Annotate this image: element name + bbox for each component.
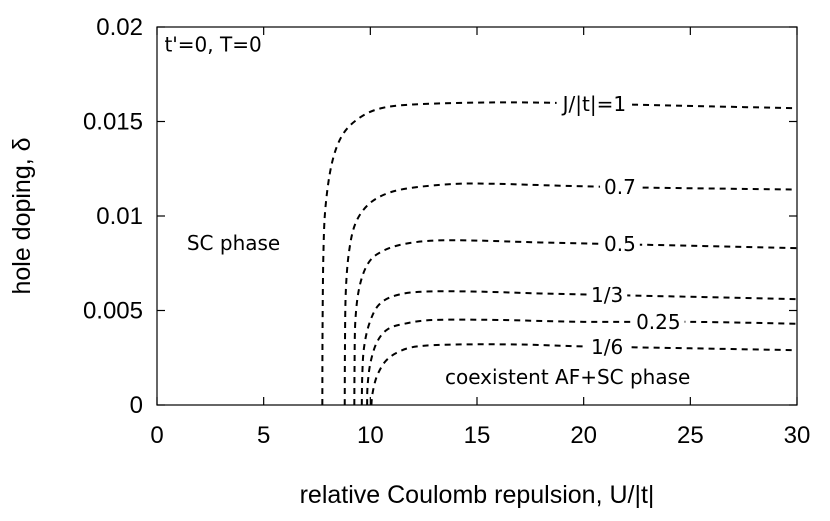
series-label: 0.5: [600, 231, 640, 258]
series-line: [343, 182, 798, 406]
series-label: 0.25: [632, 308, 685, 335]
series-label-text: J/|t|=1: [561, 92, 626, 116]
x-tick-label: 0: [150, 422, 163, 449]
series-label-bg: [600, 231, 640, 258]
chart-annotation: SC phase: [187, 231, 280, 255]
x-tick-label: 30: [784, 422, 811, 449]
x-tick-label: 20: [570, 422, 597, 449]
curve-labels: J/|t|=1 0.7 0.5 1/3 0.25 1/6: [556, 90, 685, 360]
x-tick-label: 25: [677, 422, 704, 449]
series-line: [321, 101, 798, 406]
curves: [321, 101, 798, 406]
series-label-text: 0.25: [636, 310, 681, 334]
series-label-bg: [587, 333, 628, 360]
series-label: J/|t|=1: [556, 90, 631, 117]
chart-annotation: coexistent AF+SC phase: [445, 365, 690, 389]
series-label: 1/6: [587, 333, 628, 360]
x-axis-title: relative Coulomb repulsion, U/|t|: [300, 481, 655, 509]
series-line: [353, 239, 798, 406]
series-label: 0.7: [600, 174, 640, 201]
series-label-text: 0.5: [604, 232, 636, 256]
y-tick-label: 0.01: [96, 203, 143, 230]
y-axis-title: hole doping, δ: [8, 137, 36, 294]
series-label-bg: [600, 174, 640, 201]
y-tick-label: 0.02: [96, 14, 143, 41]
series-label-text: 1/6: [591, 335, 623, 359]
y-tick-label: 0: [130, 392, 143, 419]
series-label: 1/3: [587, 281, 628, 308]
axis-ticks: 0 5 10 15 20 25 30 0 0.005 0.01 0.015 0.02: [83, 14, 810, 449]
series-line: [360, 290, 798, 406]
series-label-text: 1/3: [591, 283, 623, 307]
y-tick-label: 0.005: [83, 298, 143, 325]
y-tick-label: 0.015: [83, 109, 143, 136]
chart-annotation: t'=0, T=0: [164, 33, 261, 57]
x-tick-label: 15: [464, 422, 491, 449]
x-tick-label: 10: [357, 422, 384, 449]
series-line: [366, 318, 798, 406]
annotations: t'=0, T=0 SC phase coexistent AF+SC phase: [164, 33, 690, 390]
series-label-bg: [587, 281, 628, 308]
series-line: [370, 343, 798, 406]
x-tick-label: 5: [257, 422, 270, 449]
series-label-bg: [632, 308, 685, 335]
series-label-text: 0.7: [604, 175, 636, 199]
series-label-bg: [556, 90, 631, 117]
